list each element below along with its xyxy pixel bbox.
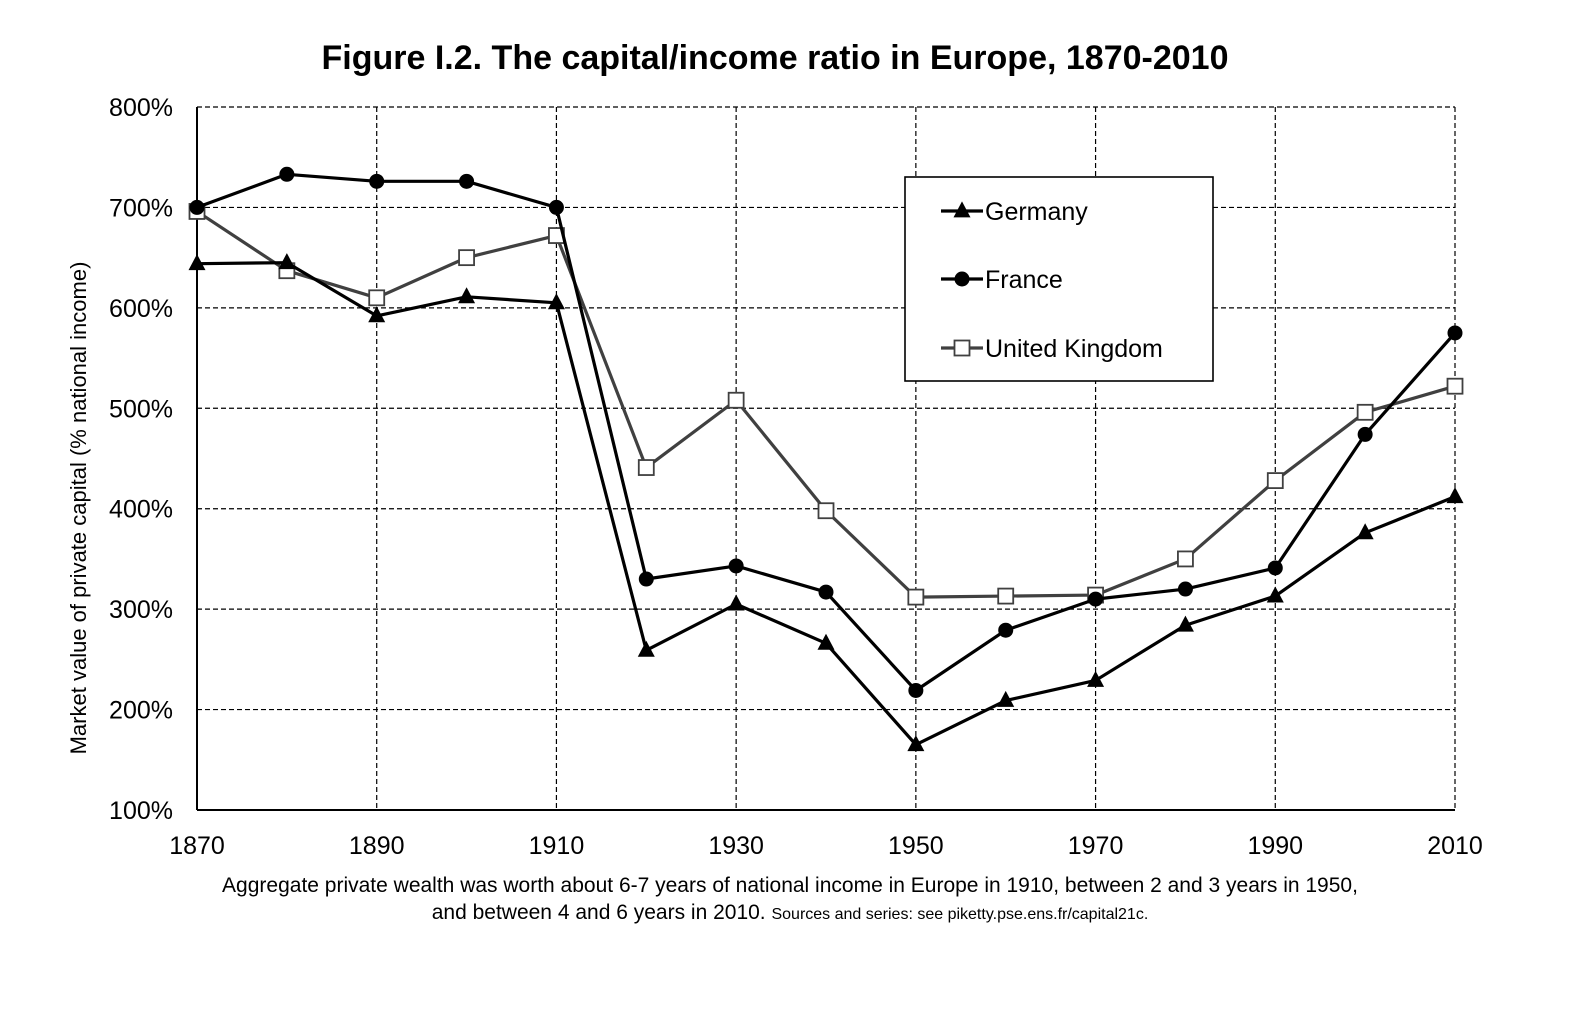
y-tick-label: 800%: [109, 94, 173, 122]
data-point-germany: [458, 287, 476, 304]
data-point-france: [998, 622, 1014, 638]
data-point-united-kingdom: [907, 588, 925, 606]
y-tick-label: 600%: [109, 295, 173, 323]
caption-text: Aggregate private wealth was worth about…: [222, 874, 1358, 924]
data-point-germany: [727, 594, 745, 611]
y-tick-label: 500%: [109, 395, 173, 423]
series-germany: [188, 253, 1464, 752]
y-tick-label: 400%: [109, 496, 173, 524]
data-point-france: [1088, 591, 1104, 607]
x-tick-label: 1870: [169, 832, 225, 860]
legend-marker-germany: [953, 201, 971, 218]
x-tick-label: 1930: [708, 832, 764, 860]
x-tick-label: 2010: [1427, 832, 1483, 860]
data-point-france: [908, 682, 924, 698]
y-tick-label: 700%: [109, 194, 173, 222]
series-line-united-kingdom: [196, 210, 1456, 599]
x-tick-label: 1970: [1068, 832, 1124, 860]
data-point-united-kingdom: [817, 502, 835, 520]
legend: Germany France United Kingdom: [904, 176, 1214, 382]
plot-frame: [196, 106, 1455, 811]
data-point-france: [1177, 581, 1193, 597]
data-point-france: [189, 199, 205, 215]
data-point-germany: [637, 640, 655, 657]
legend-marker-france: [954, 271, 970, 287]
data-point-germany: [907, 735, 925, 752]
data-point-germany: [1087, 670, 1105, 687]
data-point-france: [728, 558, 744, 574]
data-point-united-kingdom: [368, 289, 386, 307]
legend-label-france: France: [985, 266, 1063, 294]
data-point-united-kingdom: [458, 249, 475, 267]
data-point-germany: [188, 254, 206, 271]
data-point-united-kingdom: [727, 391, 745, 409]
figure-caption: Aggregate private wealth was worth about…: [220, 872, 1360, 928]
data-point-france: [818, 584, 834, 600]
x-tick-label: 1950: [888, 832, 944, 860]
chart-title: Figure I.2. The capital/income ratio in …: [322, 39, 1229, 77]
data-point-france: [369, 173, 385, 189]
y-axis-label: Market value of private capital (% natio…: [66, 262, 91, 755]
data-point-germany: [278, 253, 296, 270]
data-point-france: [638, 571, 654, 587]
data-point-united-kingdom: [997, 587, 1015, 605]
y-tick-label: 300%: [109, 596, 173, 624]
legend-label-germany: Germany: [985, 198, 1088, 226]
data-point-france: [459, 173, 475, 189]
data-point-france: [1447, 325, 1463, 341]
data-point-germany: [368, 306, 386, 323]
tick-labels: 100% 200% 300% 400% 500% 600% 700% 800% 1870 1890…: [109, 94, 1483, 860]
data-point-germany: [1266, 586, 1284, 603]
series-lines: [188, 166, 1464, 752]
x-tick-label: 1910: [529, 832, 585, 860]
legend-label-united-kingdom: United Kingdom: [985, 335, 1163, 363]
data-point-united-kingdom: [1266, 472, 1284, 489]
data-point-france: [1357, 426, 1373, 442]
series-france: [189, 166, 1463, 698]
data-point-germany: [1176, 615, 1194, 632]
data-point-germany: [1446, 487, 1464, 504]
legend-marker-united-kingdom: [953, 339, 971, 357]
y-tick-label: 100%: [109, 797, 173, 825]
x-tick-label: 1990: [1247, 832, 1303, 860]
data-point-germany: [1356, 523, 1374, 540]
series-line-france: [196, 172, 1457, 693]
data-point-france: [548, 199, 564, 215]
data-point-united-kingdom: [1446, 377, 1464, 395]
caption-sources: Sources and series: see piketty.pse.ens.…: [771, 906, 1149, 923]
y-tick-label: 200%: [109, 697, 173, 725]
data-point-united-kingdom: [637, 459, 655, 476]
series-united-kingdom: [188, 203, 1464, 606]
grid-lines: [197, 107, 1456, 810]
data-point-united-kingdom: [1356, 403, 1374, 421]
data-point-united-kingdom: [1177, 550, 1194, 568]
data-point-germany: [997, 690, 1015, 707]
data-point-germany: [547, 293, 565, 310]
data-point-france: [1267, 560, 1283, 576]
data-point-france: [279, 166, 295, 182]
data-point-germany: [817, 633, 835, 650]
x-tick-label: 1890: [349, 832, 405, 860]
